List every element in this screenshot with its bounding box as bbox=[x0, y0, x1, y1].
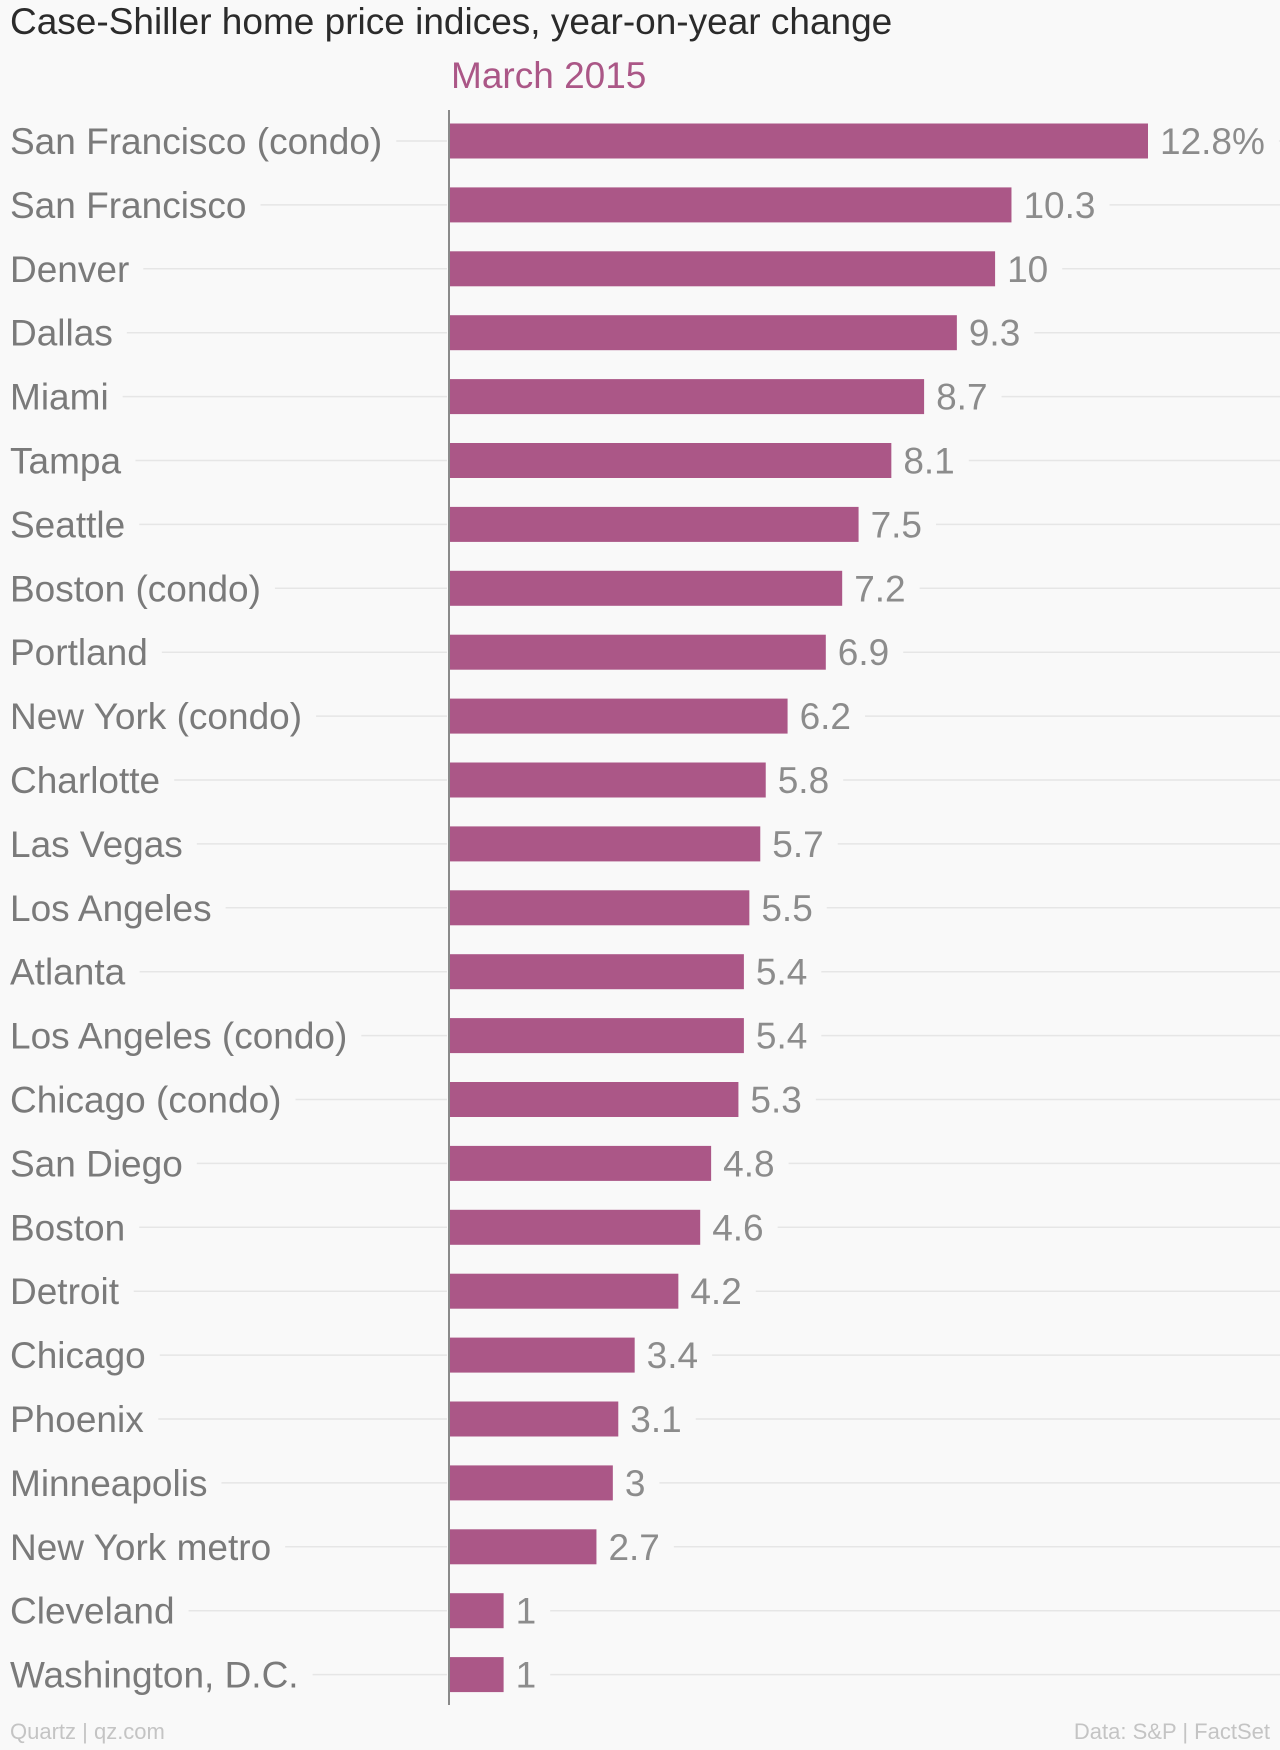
chart-title: Case-Shiller home price indices, year-on… bbox=[10, 1, 893, 42]
bar bbox=[449, 1273, 679, 1309]
value-label: 5.3 bbox=[750, 1080, 801, 1121]
bar bbox=[449, 187, 1012, 223]
bar bbox=[449, 1593, 504, 1629]
gridlines bbox=[122, 140, 1280, 1676]
bar bbox=[449, 570, 843, 606]
bar bbox=[449, 251, 996, 287]
value-label: 1 bbox=[516, 1655, 537, 1696]
bar bbox=[449, 1657, 504, 1693]
category-label: Boston bbox=[10, 1207, 125, 1248]
value-label: 3.4 bbox=[647, 1335, 698, 1376]
bar bbox=[449, 506, 859, 542]
value-label: 6.2 bbox=[800, 696, 851, 737]
category-label: San Francisco bbox=[10, 185, 247, 226]
category-label: Denver bbox=[10, 249, 129, 290]
bar bbox=[449, 443, 892, 478]
value-label: 5.4 bbox=[756, 1016, 807, 1057]
value-label: 4.2 bbox=[690, 1271, 741, 1312]
value-labels: 12.8% 10.3 10 9.3 8.7 8.1 7.5 7.2 6.9 6.2 5.8 5.7 5.… bbox=[516, 121, 1265, 1696]
category-label: New York metro bbox=[10, 1527, 271, 1568]
value-label: 8.7 bbox=[936, 377, 987, 418]
category-label: San Francisco (condo) bbox=[10, 121, 382, 162]
value-label: 5.7 bbox=[772, 824, 823, 865]
category-label: Chicago (condo) bbox=[10, 1080, 281, 1121]
category-label: Cleveland bbox=[10, 1591, 175, 1632]
series-label: March 2015 bbox=[451, 55, 646, 96]
value-label: 5.4 bbox=[756, 952, 807, 993]
footer-credit: Quartz | qz.com bbox=[10, 1719, 165, 1744]
bar bbox=[449, 123, 1148, 159]
bar bbox=[449, 698, 788, 734]
value-label: 6.9 bbox=[838, 632, 889, 673]
category-label: Detroit bbox=[10, 1271, 120, 1312]
value-label: 12.8% bbox=[1160, 121, 1265, 162]
value-label: 8.1 bbox=[903, 441, 954, 482]
category-label: Boston (condo) bbox=[10, 568, 261, 609]
category-label: Atlanta bbox=[10, 952, 126, 993]
value-label: 9.3 bbox=[969, 313, 1020, 354]
category-label: Chicago bbox=[10, 1335, 146, 1376]
value-label: 3.1 bbox=[630, 1399, 681, 1440]
category-label: Seattle bbox=[10, 504, 125, 545]
category-label: Las Vegas bbox=[10, 824, 183, 865]
category-labels: San Francisco (condo) San Francisco Denver… bbox=[10, 121, 382, 1696]
bar bbox=[449, 1209, 701, 1245]
category-label: Dallas bbox=[10, 313, 113, 354]
value-label: 7.5 bbox=[871, 504, 922, 545]
bar bbox=[449, 1529, 597, 1565]
value-label: 5.5 bbox=[761, 888, 812, 929]
value-label: 7.2 bbox=[854, 568, 905, 609]
category-label: San Diego bbox=[10, 1143, 183, 1184]
category-label: Minneapolis bbox=[10, 1463, 207, 1504]
bar bbox=[449, 1401, 619, 1437]
bar bbox=[449, 379, 925, 415]
category-label: Phoenix bbox=[10, 1399, 144, 1440]
value-label: 2.7 bbox=[608, 1527, 659, 1568]
bar bbox=[449, 1337, 635, 1373]
bars bbox=[449, 123, 1148, 1693]
category-label: New York (condo) bbox=[10, 696, 302, 737]
value-label: 10 bbox=[1007, 249, 1048, 290]
value-label: 4.8 bbox=[723, 1143, 774, 1184]
category-label: Tampa bbox=[10, 441, 121, 482]
category-label: Miami bbox=[10, 377, 109, 418]
bar bbox=[449, 954, 744, 990]
category-label: Charlotte bbox=[10, 760, 160, 801]
bar bbox=[449, 1465, 613, 1501]
value-label: 1 bbox=[516, 1591, 537, 1632]
bar bbox=[449, 315, 957, 351]
bar bbox=[449, 826, 761, 862]
value-label: 5.8 bbox=[778, 760, 829, 801]
value-label: 4.6 bbox=[712, 1207, 763, 1248]
bar bbox=[449, 1018, 744, 1054]
value-label: 3 bbox=[625, 1463, 646, 1504]
footer-source: Data: S&P | FactSet bbox=[1073, 1719, 1270, 1744]
category-label: Washington, D.C. bbox=[10, 1655, 299, 1696]
value-label: 10.3 bbox=[1023, 185, 1095, 226]
bar bbox=[449, 762, 766, 798]
bar bbox=[449, 634, 826, 670]
category-label: Los Angeles bbox=[10, 888, 212, 929]
category-label: Portland bbox=[10, 632, 148, 673]
bar bbox=[449, 1082, 739, 1117]
bar bbox=[449, 890, 750, 926]
category-label: Los Angeles (condo) bbox=[10, 1016, 347, 1057]
bar bbox=[449, 1145, 712, 1181]
